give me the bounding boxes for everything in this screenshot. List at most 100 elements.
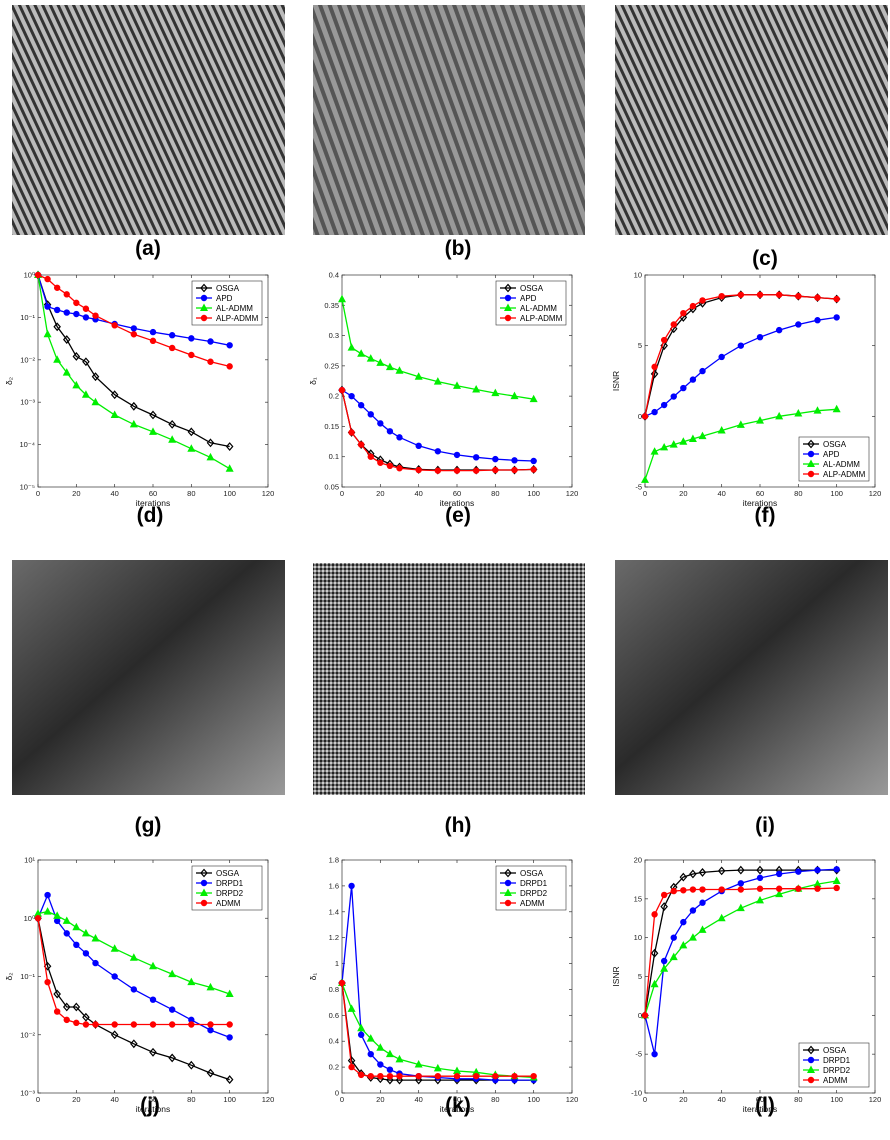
data-point xyxy=(669,952,678,961)
data-point xyxy=(72,922,81,931)
y-tick-label: 10¹ xyxy=(24,856,35,865)
x-tick-label: 120 xyxy=(566,1095,579,1104)
data-point xyxy=(207,1026,214,1034)
data-point xyxy=(348,429,355,436)
data-point xyxy=(348,392,355,400)
data-point xyxy=(129,953,138,961)
legend-label: OSGA xyxy=(520,284,544,293)
data-point xyxy=(453,451,461,459)
x-axis-label: iterations xyxy=(136,498,171,508)
data-point xyxy=(717,866,726,876)
x-tick-label: 0 xyxy=(340,489,344,498)
data-point xyxy=(660,957,668,965)
y-axis-label: δ₁ xyxy=(308,377,318,385)
x-tick-label: 60 xyxy=(149,489,157,498)
legend-label: OSGA xyxy=(823,1046,847,1055)
data-point xyxy=(206,982,215,991)
data-point xyxy=(414,372,423,380)
data-point xyxy=(833,884,840,892)
data-point xyxy=(386,1066,394,1073)
data-point xyxy=(377,459,384,466)
x-tick-label: 20 xyxy=(72,489,80,498)
data-point xyxy=(472,385,481,393)
data-point xyxy=(737,880,745,887)
data-point xyxy=(530,1072,537,1080)
data-point xyxy=(415,466,422,474)
data-point xyxy=(149,328,157,336)
data-point xyxy=(347,1004,356,1012)
data-point xyxy=(660,891,668,899)
data-point xyxy=(357,441,365,448)
panel-label: (a) xyxy=(135,237,161,260)
data-point xyxy=(737,342,745,349)
x-tick-label: 40 xyxy=(717,1095,725,1104)
x-tick-label: 40 xyxy=(414,489,422,498)
data-point xyxy=(689,869,697,879)
y-tick-label: 10⁻⁵ xyxy=(20,483,35,492)
data-point xyxy=(670,393,677,400)
data-point xyxy=(225,1075,234,1084)
data-point xyxy=(168,1021,176,1028)
data-point xyxy=(386,462,394,469)
data-point xyxy=(53,322,61,332)
legend-label: AL-ADMM xyxy=(823,460,860,469)
x-tick-label: 20 xyxy=(376,1095,384,1104)
data-point xyxy=(718,353,725,361)
data-point xyxy=(63,1016,70,1024)
data-point xyxy=(44,303,51,310)
data-point xyxy=(62,916,71,924)
data-point xyxy=(376,1043,385,1051)
legend-marker xyxy=(504,283,512,293)
x-tick-label: 80 xyxy=(794,1095,802,1104)
data-point xyxy=(737,886,745,893)
data-point xyxy=(660,964,669,972)
y-tick-label: -5 xyxy=(635,1050,642,1059)
data-point xyxy=(149,996,157,1003)
data-point xyxy=(367,1050,374,1058)
data-point xyxy=(376,358,385,366)
data-point xyxy=(366,1034,375,1042)
data-point xyxy=(718,886,725,893)
data-point xyxy=(63,309,70,316)
data-point xyxy=(650,369,659,379)
x-tick-label: 100 xyxy=(223,1095,236,1104)
data-point xyxy=(130,331,138,338)
data-point xyxy=(698,925,707,933)
data-point xyxy=(111,1021,118,1028)
legend-marker xyxy=(200,283,208,293)
data-point xyxy=(62,368,71,376)
data-point xyxy=(511,457,518,464)
data-point xyxy=(206,452,215,461)
x-tick-label: 80 xyxy=(187,489,195,498)
data-point xyxy=(415,1072,422,1080)
data-point xyxy=(795,885,802,892)
data-point xyxy=(415,442,422,450)
data-point xyxy=(53,355,62,363)
data-point xyxy=(82,314,90,321)
data-point xyxy=(206,1068,215,1078)
legend-label: OSGA xyxy=(216,284,240,293)
y-tick-label: 10⁻¹ xyxy=(20,313,35,322)
image-fingerprint-blurred xyxy=(313,5,585,235)
y-tick-label: 0.8 xyxy=(329,985,339,994)
data-point xyxy=(73,941,80,949)
data-point xyxy=(149,1021,157,1028)
legend-marker xyxy=(199,888,209,897)
legend-label: ADMM xyxy=(823,1076,848,1085)
series-line xyxy=(644,868,837,1055)
data-point xyxy=(651,1050,658,1058)
y-tick-label: 10⁰ xyxy=(24,914,35,923)
data-point xyxy=(187,977,196,986)
data-point xyxy=(130,1039,138,1049)
data-point xyxy=(650,979,659,988)
y-tick-label: 0.05 xyxy=(324,483,339,492)
data-point xyxy=(775,411,784,420)
y-axis-label: ISNR xyxy=(611,371,621,391)
data-point xyxy=(386,1072,394,1080)
x-tick-label: 100 xyxy=(527,1095,540,1104)
legend-marker xyxy=(806,1065,816,1074)
data-point xyxy=(207,338,214,345)
data-point xyxy=(699,297,706,304)
data-point xyxy=(149,1047,157,1057)
data-point xyxy=(81,928,90,937)
